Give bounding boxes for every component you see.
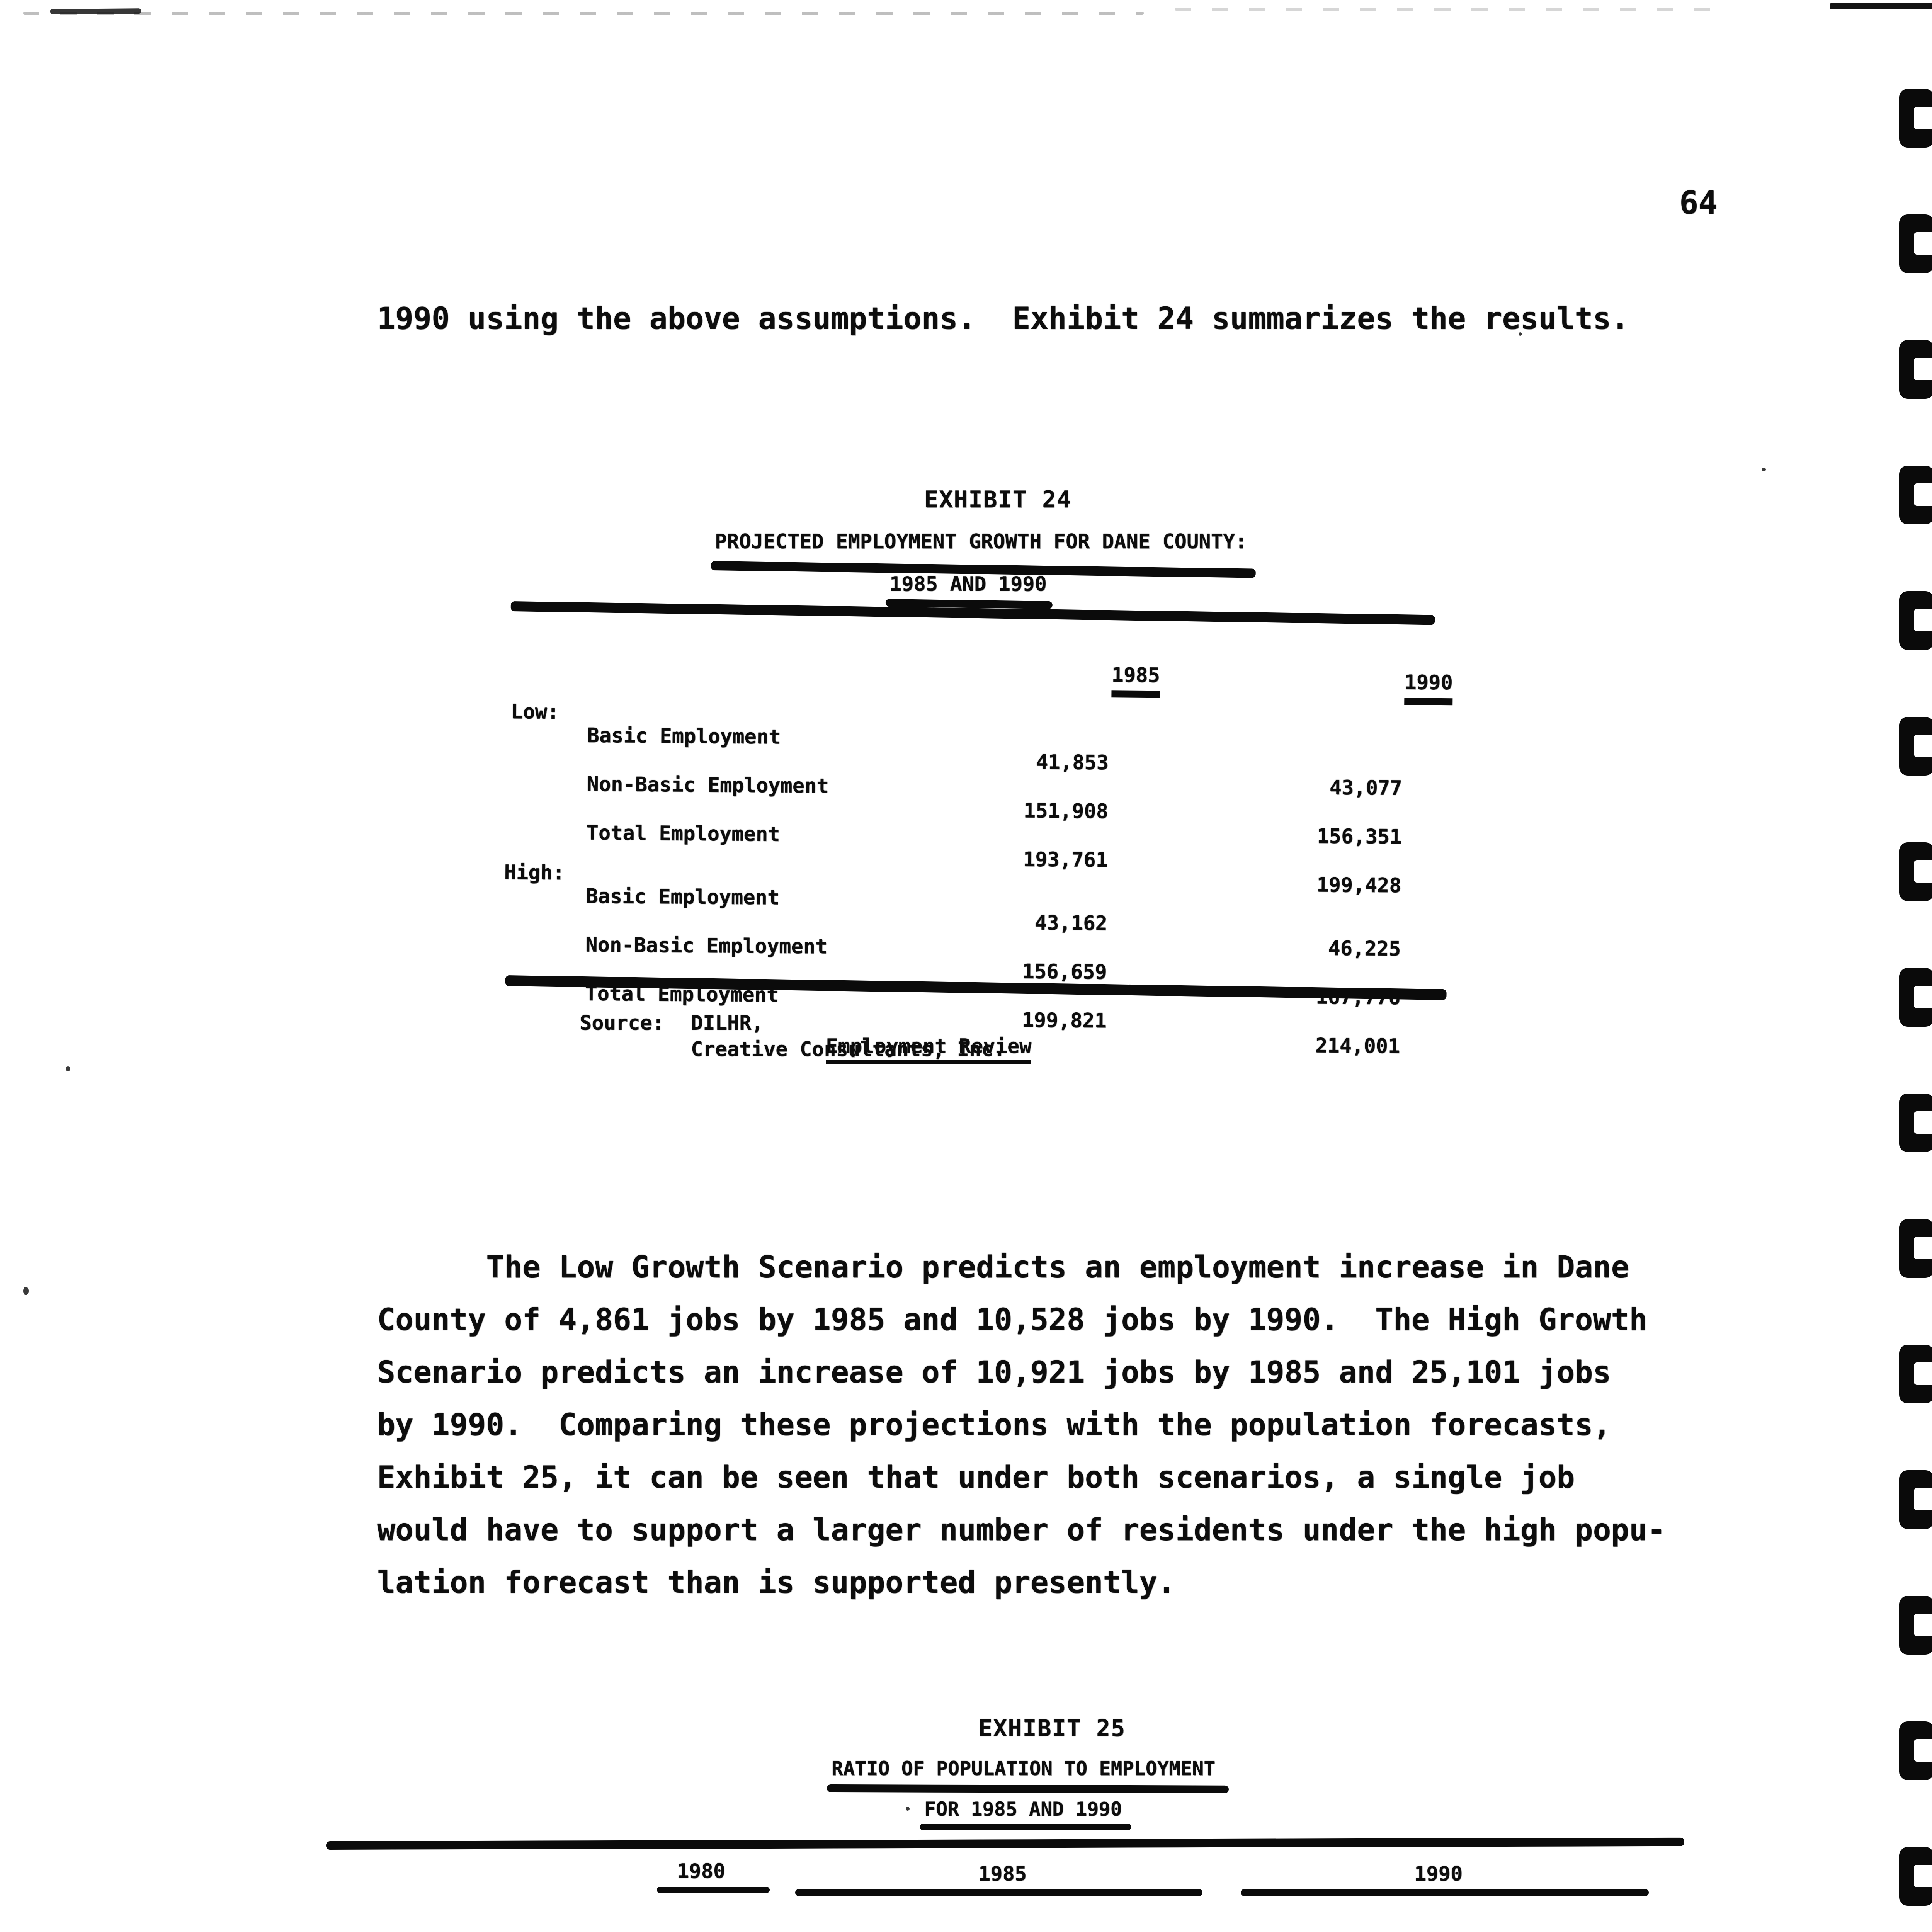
- table-row: Non-Basic Employment 151,908 156,351: [505, 726, 1444, 849]
- exhibit24-source-agency: DILHR,: [691, 1012, 764, 1035]
- paragraph-line: would have to support a larger number of…: [377, 1513, 1666, 1548]
- row-group-label: Low:: [510, 700, 560, 724]
- binder-hole-icon: [1899, 842, 1932, 901]
- exhibit25-subtitle-underline: [920, 1824, 1131, 1830]
- binder-hole-icon: [1899, 968, 1932, 1027]
- scan-speck: [23, 1287, 29, 1295]
- intro-paragraph: 1990 using the above assumptions. Exhibi…: [377, 301, 1629, 336]
- exhibit24-source-line2: Creative Consultants, Inc.: [691, 1038, 1005, 1061]
- exhibit25-title: RATIO OF POPULATION TO EMPLOYMENT: [832, 1757, 1216, 1780]
- binder-hole-icon: [1899, 591, 1932, 650]
- scan-speck: [906, 1807, 910, 1811]
- binder-hole-icon: [1899, 717, 1932, 776]
- binder-hole-icon: [1899, 1596, 1932, 1655]
- exhibit24-source-label: Source:: [580, 1012, 665, 1035]
- binder-hole-icon: [1899, 1721, 1932, 1780]
- scan-artifact-top-right-bar: [1830, 3, 1932, 9]
- body-paragraph: The Low Growth Scenario predicts an empl…: [377, 1241, 1675, 1609]
- page-number: 64: [1679, 185, 1718, 221]
- exhibit25-underline-1980: [657, 1887, 770, 1893]
- paragraph-line: Exhibit 25, it can be seen that under bo…: [377, 1460, 1575, 1495]
- binder-hole-icon: [1899, 1470, 1932, 1529]
- exhibit24-subtitle: 1985 AND 1990: [889, 573, 1047, 596]
- binder-hole-icon: [1899, 340, 1932, 399]
- row-group-label: High:: [504, 861, 565, 885]
- exhibit25-year-1985: 1985: [978, 1862, 1027, 1886]
- exhibit25-title-underline: [827, 1784, 1229, 1793]
- binder-hole-icon: [1899, 214, 1932, 273]
- table-row: Low: Basic Employment 41,853 43,077: [505, 677, 1444, 800]
- binder-hole-icon: [1899, 466, 1932, 524]
- exhibit25-subtitle: FOR 1985 AND 1990: [924, 1798, 1122, 1820]
- exhibit25-rule-top: [326, 1837, 1685, 1850]
- exhibit24-source-publication: Employment Review: [777, 1012, 1032, 1081]
- exhibit24-title: PROJECTED EMPLOYMENT GROWTH FOR DANE COU…: [715, 530, 1247, 553]
- exhibit25-year-1990: 1990: [1414, 1862, 1463, 1886]
- scan-artifact-top-dashes-right: [1175, 8, 1723, 11]
- exhibit25-year-1980: 1980: [677, 1860, 726, 1883]
- scan-speck: [1762, 468, 1766, 471]
- paragraph-line: Scenario predicts an increase of 10,921 …: [377, 1355, 1611, 1390]
- exhibit25-colhead-1985-low: Low Population Projection/ Employment: [761, 1887, 1009, 1932]
- exhibit24-label: EXHIBIT 24: [924, 486, 1072, 513]
- scan-artifact-top-left-bar: [50, 8, 141, 14]
- exhibit25-table: 1980 1985 1990 Population/ Employment Lo…: [326, 1837, 1685, 1932]
- exhibit25-label: EXHIBIT 25: [978, 1715, 1126, 1742]
- paragraph-line: The Low Growth Scenario predicts an empl…: [486, 1250, 1629, 1285]
- scan-artifact-top-dashes: [23, 12, 1144, 15]
- exhibit25-colhead-1985-high: High Population Projection/ Employment: [986, 1887, 1233, 1932]
- exhibit25-underline-1985: [795, 1889, 1202, 1896]
- binder-hole-icon: [1899, 1847, 1932, 1906]
- paragraph-line: County of 4,861 jobs by 1985 and 10,528 …: [377, 1303, 1648, 1337]
- exhibit25-underline-1990: [1241, 1889, 1649, 1896]
- exhibit24-table: 1985 1990 Low: Basic Employment 41,853 4…: [503, 614, 1453, 1058]
- binder-hole-icon: [1899, 1094, 1932, 1152]
- cell-1990: 214,001: [1315, 1034, 1400, 1058]
- scan-speck: [66, 1066, 70, 1071]
- scan-speck: [1519, 332, 1522, 336]
- binder-hole-icon: [1899, 89, 1932, 148]
- paragraph-line: lation forecast than is supported presen…: [377, 1565, 1176, 1600]
- paragraph-line: by 1990. Comparing these projections wit…: [377, 1408, 1611, 1442]
- binder-hole-icon: [1899, 1219, 1932, 1278]
- binder-hole-icon: [1899, 1345, 1932, 1403]
- exhibit25-colhead-1990-high: High Population Projection/ Employment: [1415, 1887, 1662, 1932]
